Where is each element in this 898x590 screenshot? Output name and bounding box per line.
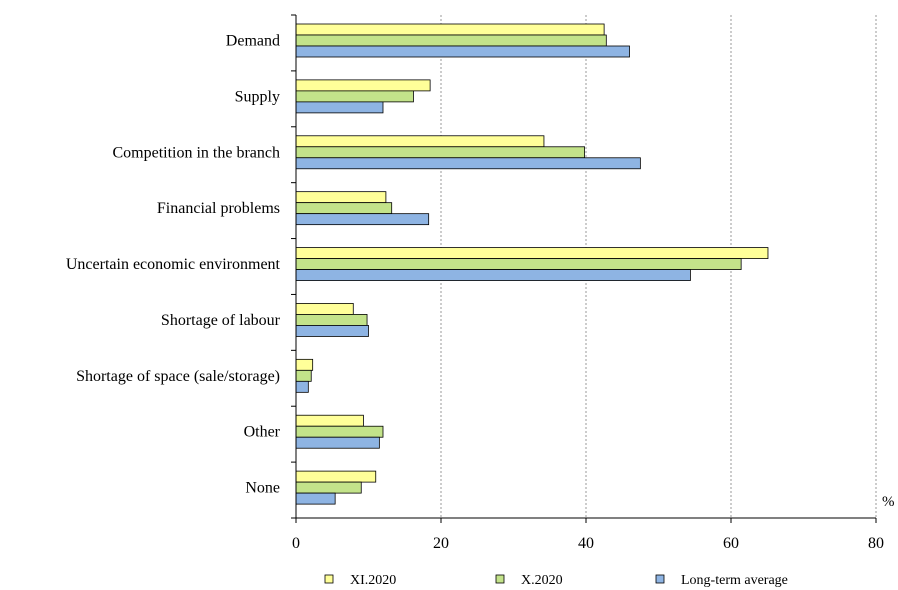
x-tick-label: 0 — [292, 535, 300, 552]
legend-label-0: XI.2020 — [350, 573, 396, 588]
bar-0-0 — [295, 23, 605, 36]
x-tick-label: 80 — [868, 535, 884, 552]
category-label: Other — [244, 424, 281, 441]
x-tick-label: 60 — [723, 535, 739, 552]
bar-2-0 — [295, 45, 630, 58]
legend: XI.2020 X.2020 Long-term average — [324, 573, 788, 588]
bar-0-5 — [295, 303, 354, 315]
category-label: Financial problems — [157, 200, 280, 217]
legend-swatch-1 — [495, 574, 505, 584]
legend-swatch-0 — [324, 574, 334, 584]
bar-2-7 — [295, 436, 380, 449]
bar-1-4 — [295, 258, 742, 270]
tick-labels: 0 20 40 60 80 — [292, 535, 884, 552]
bar-1-0 — [295, 34, 607, 47]
x-axis-unit-label: % — [882, 494, 895, 510]
bars — [295, 23, 769, 505]
bar-1-5 — [295, 314, 368, 326]
bar-2-8 — [295, 492, 336, 505]
category-label: Supply — [235, 88, 280, 105]
bar-0-2 — [295, 135, 545, 148]
legend-swatch-2 — [655, 574, 665, 584]
bar-0-6 — [295, 358, 314, 371]
bar-2-5 — [295, 325, 369, 337]
legend-label-2: Long-term average — [681, 573, 788, 588]
category-label: Shortage of labour — [161, 312, 281, 329]
category-label: Demand — [226, 33, 280, 50]
bar-2-4 — [295, 269, 691, 281]
bar-1-6 — [295, 369, 312, 382]
bar-0-4 — [295, 247, 769, 259]
x-tick-label: 20 — [433, 535, 449, 552]
bar-1-7 — [295, 425, 384, 438]
bar-1-1 — [295, 90, 414, 103]
category-labels: Demand Supply Competition in the branch Fin… — [66, 33, 281, 497]
bar-2-6 — [295, 380, 309, 393]
category-label: Shortage of space (sale/storage) — [76, 368, 280, 385]
category-label: Uncertain economic environment — [66, 256, 281, 273]
bar-0-7 — [295, 414, 364, 427]
bar-1-8 — [295, 481, 362, 494]
bar-2-1 — [295, 101, 384, 114]
bar-1-2 — [295, 146, 585, 159]
category-label: Competition in the branch — [112, 144, 280, 161]
bar-0-8 — [295, 470, 377, 483]
legend-label-1: X.2020 — [521, 573, 563, 588]
x-tick-label: 40 — [578, 535, 594, 552]
axes — [291, 14, 877, 523]
bar-0-3 — [295, 191, 387, 204]
category-label: None — [245, 480, 280, 497]
bar-1-3 — [295, 202, 393, 215]
bar-0-1 — [295, 79, 431, 92]
bar-2-3 — [295, 213, 430, 226]
bar-2-2 — [295, 157, 641, 170]
